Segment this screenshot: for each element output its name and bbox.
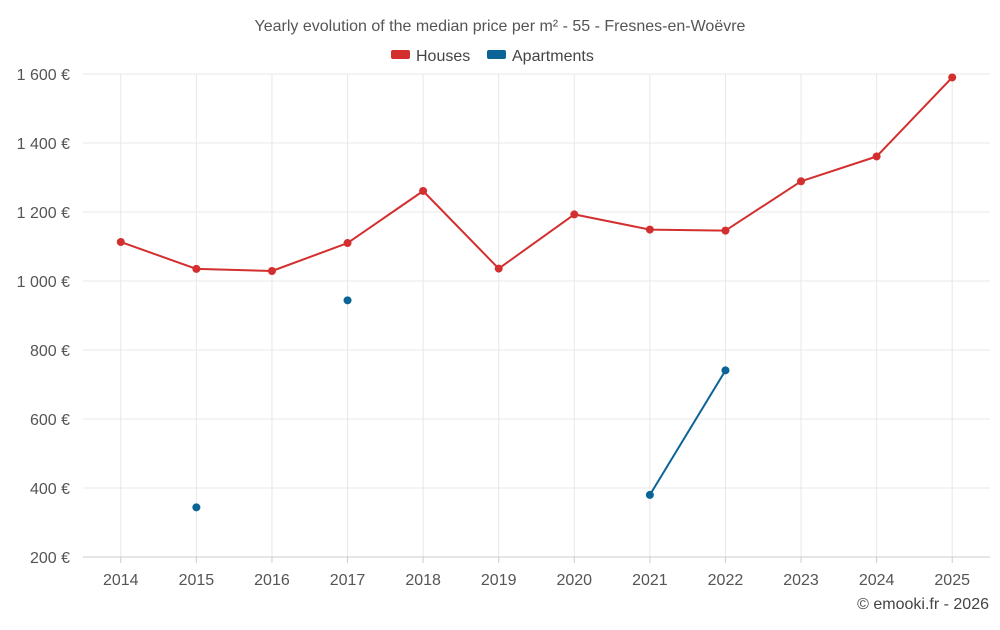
y-tick-label: 200 € — [30, 550, 70, 567]
data-point-houses[interactable] — [645, 225, 654, 234]
legend-swatch-houses — [391, 50, 410, 59]
data-point-houses[interactable] — [872, 152, 881, 161]
x-tick-label: 2018 — [405, 572, 441, 589]
x-tick-label: 2014 — [103, 572, 139, 589]
data-point-houses[interactable] — [494, 264, 503, 273]
x-tick-label: 2016 — [254, 572, 290, 589]
y-axis: 200 € 400 € 600 € 800 € 1 000 € 1 200 € 1 400 … — [17, 67, 70, 567]
data-point-houses[interactable] — [948, 73, 957, 82]
series-line-apartments — [649, 369, 727, 496]
legend-item-apartments[interactable]: Apartments — [487, 48, 594, 65]
chart-title: Yearly evolution of the median price per… — [255, 18, 746, 35]
data-point-houses[interactable] — [419, 186, 428, 195]
legend-swatch-apartments — [487, 50, 506, 59]
y-tick-label: 1 000 € — [17, 274, 70, 291]
y-tick-label: 1 400 € — [17, 136, 70, 153]
data-point-houses[interactable] — [343, 239, 352, 248]
data-point-houses[interactable] — [192, 264, 201, 273]
legend-label-houses: Houses — [416, 48, 470, 65]
data-point-houses[interactable] — [570, 210, 579, 219]
series-apartments — [192, 296, 730, 512]
y-tick-label: 800 € — [30, 343, 70, 360]
x-tick-label: 2024 — [859, 572, 895, 589]
data-point-houses[interactable] — [721, 226, 730, 235]
x-tick-label: 2017 — [330, 572, 366, 589]
x-tick-label: 2023 — [783, 572, 819, 589]
series-line-houses — [120, 76, 953, 272]
y-tick-label: 1 200 € — [17, 205, 70, 222]
x-tick-label: 2022 — [708, 572, 744, 589]
credit-text: © emooki.fr - 2026 — [857, 596, 989, 613]
y-tick-label: 1 600 € — [17, 67, 70, 84]
y-tick-label: 600 € — [30, 412, 70, 429]
data-point-houses[interactable] — [267, 266, 276, 275]
x-tick-label: 2021 — [632, 572, 668, 589]
grid — [83, 73, 990, 557]
data-point-apartments[interactable] — [343, 296, 352, 305]
legend: Houses Apartments — [391, 48, 594, 65]
x-axis: 2014 2015 2016 2017 2018 2019 2020 2021 2022 2023… — [83, 556, 990, 589]
series-layer — [116, 73, 957, 512]
series-houses — [116, 73, 957, 275]
data-point-apartments[interactable] — [645, 490, 654, 499]
x-tick-label: 2015 — [179, 572, 215, 589]
x-tick-label: 2025 — [934, 572, 970, 589]
data-point-apartments[interactable] — [721, 366, 730, 375]
x-tick-label: 2019 — [481, 572, 517, 589]
data-point-apartments[interactable] — [192, 503, 201, 512]
data-point-houses[interactable] — [797, 177, 806, 186]
y-tick-label: 400 € — [30, 481, 70, 498]
x-tick-label: 2020 — [556, 572, 592, 589]
legend-item-houses[interactable]: Houses — [391, 48, 470, 65]
data-point-houses[interactable] — [116, 238, 125, 247]
legend-label-apartments: Apartments — [512, 48, 594, 65]
